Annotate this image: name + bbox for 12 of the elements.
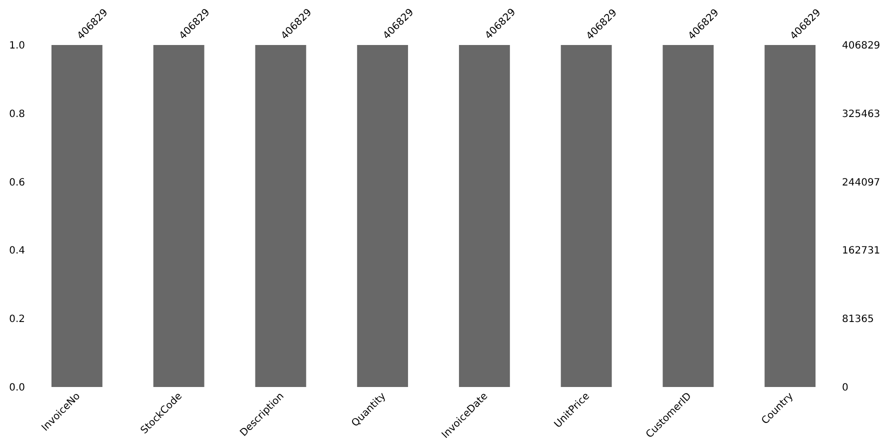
y2-tick-label: 244097 [842, 177, 880, 188]
y-tick-label: 0.6 [9, 177, 25, 188]
y-tick-label: 0.4 [9, 246, 25, 257]
y2-tick-label: 406829 [842, 40, 880, 52]
y2-tick-label: 162731 [842, 246, 880, 257]
y-tick-label: 1.0 [9, 40, 25, 52]
y2-tick-label: 325463 [842, 108, 880, 120]
y-tick-label: 0.0 [9, 382, 25, 394]
y-tick-label: 0.8 [9, 108, 25, 120]
y2-tick-label: 81365 [842, 314, 874, 326]
y-tick-label: 0.2 [9, 314, 25, 326]
y2-tick-label: 0 [842, 382, 848, 394]
